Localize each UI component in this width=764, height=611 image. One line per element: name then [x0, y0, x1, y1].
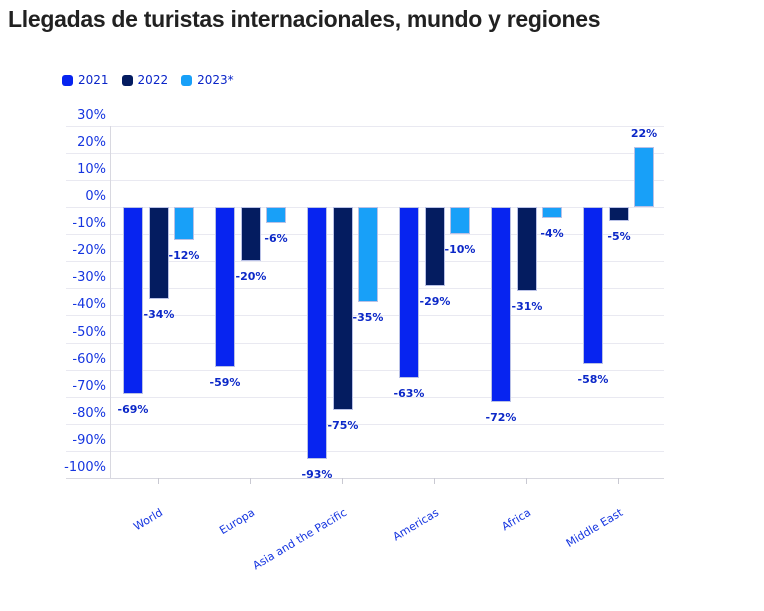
- bar-2023-middle-east[interactable]: [634, 147, 654, 207]
- gridline: [66, 126, 664, 127]
- gridline: [66, 315, 664, 316]
- data-label: -20%: [235, 270, 267, 283]
- y-axis-tick-label: -100%: [64, 460, 106, 475]
- bar-2022-americas[interactable]: [425, 207, 445, 286]
- y-axis-tick-label: 30%: [77, 108, 106, 123]
- gridline: [66, 370, 664, 371]
- x-axis-category-label: Africa: [499, 505, 534, 534]
- legend-item-2021[interactable]: 2021: [62, 73, 109, 87]
- legend-marker-icon: [62, 74, 73, 86]
- data-label: -4%: [540, 227, 564, 240]
- y-axis-tick-label: -90%: [72, 433, 106, 448]
- y-axis-tick-label: -10%: [72, 216, 106, 231]
- bar-2021-world[interactable]: [123, 207, 143, 394]
- y-axis-tick-label: -40%: [72, 297, 106, 312]
- y-axis-tick-label: -80%: [72, 406, 106, 421]
- data-label: -12%: [168, 249, 200, 262]
- y-axis-tick-label: -70%: [72, 379, 106, 394]
- x-axis-tick: [434, 478, 435, 484]
- x-axis-category-label: Americas: [390, 505, 442, 544]
- bar-2022-world[interactable]: [149, 207, 169, 299]
- data-label: -93%: [301, 468, 333, 481]
- bar-2023-world[interactable]: [174, 207, 194, 240]
- x-axis-tick: [158, 478, 159, 484]
- bar-2021-middle-east[interactable]: [583, 207, 603, 364]
- legend-item-2022[interactable]: 2022: [121, 73, 169, 87]
- x-axis-tick: [526, 478, 527, 484]
- data-label: -6%: [264, 232, 288, 245]
- x-axis-category-label: Middle East: [563, 505, 626, 550]
- data-label: 22%: [630, 127, 658, 140]
- legend: 2021 2022 2023*: [62, 73, 234, 87]
- y-axis-tick-label: -60%: [72, 352, 106, 367]
- bar-2021-europa[interactable]: [215, 207, 235, 367]
- bar-2022-middle-east[interactable]: [609, 207, 629, 221]
- x-axis-tick: [342, 478, 343, 484]
- bar-2022-asia-and-the-pacific[interactable]: [333, 207, 353, 410]
- gridline: [66, 343, 664, 344]
- x-axis-tick: [250, 478, 251, 484]
- y-axis-tick-label: 0%: [85, 189, 106, 204]
- y-axis-tick-label: -50%: [72, 325, 106, 340]
- legend-marker-icon: [121, 74, 133, 86]
- data-label: -75%: [327, 419, 359, 432]
- data-label: -59%: [209, 376, 241, 389]
- gridline: [66, 397, 664, 398]
- y-axis-tick-label: -30%: [72, 270, 106, 285]
- bar-2021-africa[interactable]: [491, 207, 511, 402]
- data-label: -29%: [419, 295, 451, 308]
- data-label: -34%: [143, 308, 175, 321]
- x-axis-category-label: Asia and the Pacific: [250, 505, 350, 573]
- gridline: [66, 153, 664, 154]
- gridline: [66, 451, 664, 452]
- y-axis-tick-label: 10%: [77, 162, 106, 177]
- legend-marker-icon: [181, 74, 193, 86]
- x-axis-tick: [618, 478, 619, 484]
- data-label: -10%: [444, 243, 476, 256]
- bar-2023-europa[interactable]: [266, 207, 286, 223]
- bar-2021-asia-and-the-pacific[interactable]: [307, 207, 327, 459]
- legend-label: 2021: [78, 73, 109, 87]
- chart-title: Llegadas de turistas internacionales, mu…: [8, 6, 601, 32]
- data-label: -63%: [393, 387, 425, 400]
- y-axis-tick-label: -20%: [72, 243, 106, 258]
- bar-2022-africa[interactable]: [517, 207, 537, 291]
- bar-2022-europa[interactable]: [241, 207, 261, 261]
- gridline: [66, 478, 664, 479]
- y-axis-tick-label: 20%: [77, 135, 106, 150]
- data-label: -72%: [485, 411, 517, 424]
- data-label: -31%: [511, 300, 543, 313]
- legend-label: 2023*: [197, 73, 234, 87]
- data-label: -58%: [577, 373, 609, 386]
- y-axis-line: [110, 126, 111, 478]
- bar-2023-asia-and-the-pacific[interactable]: [358, 207, 378, 302]
- data-label: -35%: [352, 311, 384, 324]
- plot-area: 30% 20% 10% 0% -10% -20% -30% -40% -50% -60% -70% -…: [64, 108, 664, 572]
- gridline: [66, 424, 664, 425]
- bar-2023-africa[interactable]: [542, 207, 562, 218]
- legend-item-2023[interactable]: 2023*: [181, 73, 234, 87]
- data-label: -69%: [117, 403, 149, 416]
- legend-label: 2022: [137, 73, 169, 87]
- bar-2023-americas[interactable]: [450, 207, 470, 234]
- x-axis-category-label: Europa: [217, 505, 258, 538]
- data-label: -5%: [607, 230, 631, 243]
- x-axis-category-label: World: [131, 505, 166, 534]
- gridline: [66, 180, 664, 181]
- bar-2021-americas[interactable]: [399, 207, 419, 378]
